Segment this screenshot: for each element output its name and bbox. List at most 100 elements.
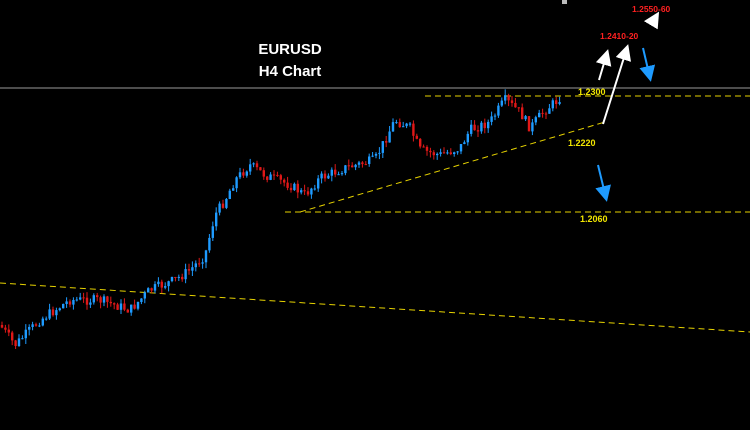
candle-body: [412, 123, 415, 136]
candle-body: [4, 327, 7, 330]
candle-body: [153, 284, 157, 291]
candle-body: [187, 269, 191, 271]
candle-body: [126, 309, 129, 313]
candle-body: [422, 146, 425, 148]
candle-body: [381, 141, 384, 153]
candle-body: [109, 301, 112, 304]
candle-body: [398, 122, 401, 128]
candle-body: [218, 203, 221, 213]
candle-body: [436, 153, 439, 156]
candle-body: [395, 122, 398, 124]
candle-body: [432, 152, 435, 156]
candle-body: [293, 183, 296, 191]
candle-body: [388, 131, 391, 143]
candle-body: [184, 269, 187, 280]
candle-body: [130, 304, 133, 313]
up-arrow-2: [602, 44, 632, 125]
candle-body: [34, 324, 38, 326]
trendline-label-1.2220: 1.2220: [568, 138, 596, 148]
candle-body: [500, 100, 503, 106]
candle-body: [255, 163, 259, 168]
candle-body: [507, 95, 510, 101]
candle-body: [136, 301, 140, 309]
candle-body: [269, 174, 272, 180]
candle-body: [453, 152, 456, 154]
candle-body: [449, 152, 452, 154]
candle-body: [357, 162, 361, 165]
level-label-1.2060: 1.2060: [580, 214, 608, 224]
candle-body: [351, 165, 354, 168]
candle-body: [378, 152, 381, 154]
candle-body: [446, 152, 449, 154]
candle-body: [174, 277, 177, 278]
candle-body: [514, 103, 517, 108]
candle-body: [558, 102, 561, 104]
candle-body: [310, 188, 313, 195]
candle-body: [266, 176, 269, 180]
candle-body: [470, 124, 473, 134]
falling-trendline: [0, 282, 750, 333]
candle-body: [408, 123, 412, 125]
candle-body: [415, 135, 418, 139]
candle-body: [123, 303, 126, 310]
candle-body: [191, 267, 194, 271]
candle-body: [21, 338, 24, 340]
candle-body: [116, 304, 119, 310]
candle-body: [337, 174, 340, 176]
candle-body: [504, 95, 507, 101]
candle-body: [361, 162, 364, 165]
candle-body: [228, 190, 231, 199]
candle-body: [419, 138, 422, 147]
candle-body: [371, 155, 374, 157]
candle-body: [147, 288, 150, 293]
down-arrow-1: [639, 47, 656, 82]
candle-body: [313, 188, 316, 190]
candle-body: [235, 177, 238, 189]
candle-body: [41, 318, 44, 326]
candle-body: [459, 144, 463, 152]
candle-body: [14, 340, 17, 346]
candle-body: [252, 163, 255, 165]
candle-body: [238, 172, 242, 178]
candle-body: [531, 122, 534, 132]
candle-body: [272, 174, 276, 176]
candle-body: [524, 116, 527, 120]
candle-body: [405, 123, 408, 127]
candle-body: [490, 116, 493, 122]
candle-body: [473, 124, 476, 131]
candle-body: [487, 121, 490, 129]
chart-title: EURUSD: [258, 41, 322, 58]
candle-body: [548, 108, 551, 114]
candle-body: [31, 324, 34, 327]
candle-body: [211, 226, 214, 238]
top-marker: [562, 0, 567, 4]
candle-body: [425, 147, 429, 151]
candle-body: [208, 237, 211, 251]
candle-body: [538, 112, 541, 118]
candle-body: [391, 122, 395, 132]
candle-body: [225, 199, 228, 208]
candle-body: [143, 292, 146, 299]
candle-body: [92, 295, 95, 303]
candle-body: [283, 179, 286, 183]
target-label-1: 1.2410-20: [600, 31, 639, 41]
candle-body: [164, 286, 167, 288]
candle-body: [527, 116, 531, 132]
candle-body: [551, 100, 554, 109]
candle-body: [58, 308, 61, 311]
candle-body: [541, 112, 544, 114]
candle-body: [85, 297, 89, 305]
candle-body: [296, 183, 299, 193]
candle-body: [133, 304, 136, 309]
candle-body: [456, 151, 459, 153]
candle-body: [354, 164, 357, 168]
candle-body: [279, 175, 282, 180]
candle-body: [330, 169, 333, 176]
candle-body: [51, 309, 55, 316]
candle-body: [221, 203, 225, 208]
candle-body: [429, 150, 432, 153]
candle-body: [442, 152, 446, 154]
candle-body: [75, 299, 78, 301]
candle-body: [276, 174, 279, 176]
candle-body: [306, 191, 310, 195]
